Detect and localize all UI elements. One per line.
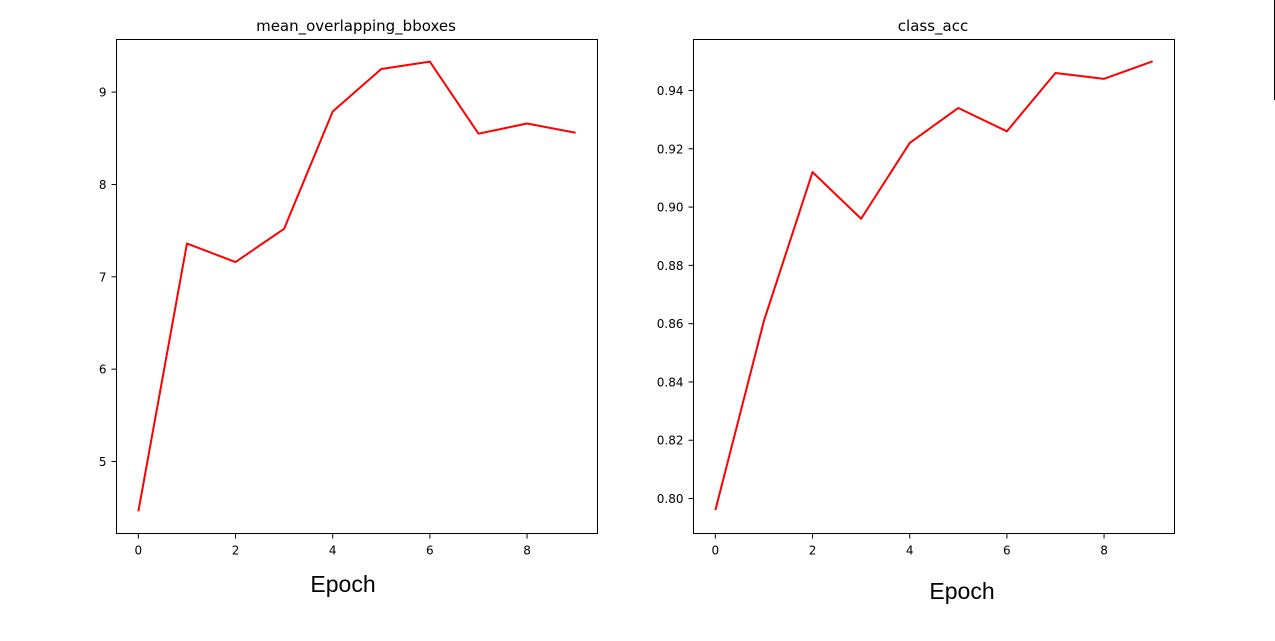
x-tick-label: 4: [906, 544, 914, 558]
y-tick-label: 7: [99, 270, 107, 284]
x-tick-label: 2: [232, 544, 240, 558]
chart-class-acc: class_acc 0 2 4 6 8 0.80 0.82 0.84 0.86 0.88 0.90…: [657, 17, 1175, 604]
x-axis-label: Epoch: [929, 578, 994, 604]
x-axis-label: Epoch: [310, 571, 375, 597]
y-tick-label: 0.84: [657, 375, 684, 389]
x-tick-label: 8: [1100, 544, 1108, 558]
y-tick-label: 6: [99, 363, 107, 377]
y-tick-label: 0.82: [657, 434, 684, 448]
x-axis: 0 2 4 6 8: [135, 533, 531, 558]
x-tick-label: 2: [809, 544, 817, 558]
series-line: [714, 60, 1153, 511]
y-axis: 0.80 0.82 0.84 0.86 0.88 0.90 0.92 0.94: [657, 84, 694, 506]
x-axis: 0 2 4 6 8: [712, 533, 1108, 558]
y-tick-label: 9: [99, 86, 107, 100]
y-tick-label: 0.88: [657, 259, 684, 273]
x-tick-label: 4: [329, 544, 337, 558]
y-tick-label: 0.86: [657, 317, 684, 331]
axes-frame: [693, 39, 1175, 534]
x-tick-label: 0: [135, 544, 143, 558]
y-tick-label: 0.92: [657, 142, 684, 156]
x-tick-label: 6: [1003, 544, 1011, 558]
y-tick-label: 0.90: [657, 201, 684, 215]
y-tick-label: 8: [99, 178, 107, 192]
chart-mean-overlapping-bboxes: mean_overlapping_bboxes 0 2 4 6 8 5 6 7 8 9 Epoc…: [99, 17, 598, 597]
x-tick-label: 0: [712, 544, 720, 558]
chart-title: class_acc: [898, 17, 968, 36]
x-tick-label: 6: [426, 544, 434, 558]
series-line: [137, 60, 576, 512]
y-axis: 5 6 7 8 9: [99, 86, 117, 469]
axes-frame: [116, 39, 598, 534]
chart-title: mean_overlapping_bboxes: [256, 17, 456, 36]
y-tick-label: 0.94: [657, 84, 684, 98]
x-tick-label: 8: [523, 544, 531, 558]
y-tick-label: 0.80: [657, 492, 684, 506]
y-tick-label: 5: [99, 455, 107, 469]
